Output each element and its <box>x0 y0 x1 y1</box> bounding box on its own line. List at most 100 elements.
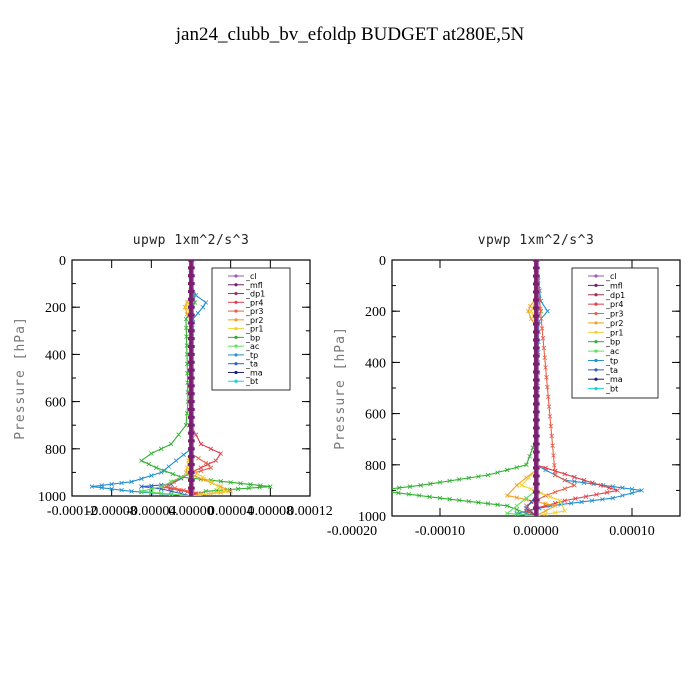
series-marker <box>485 472 491 478</box>
series-marker <box>629 490 635 496</box>
series-marker <box>620 485 625 491</box>
series-marker <box>188 329 194 333</box>
series-marker <box>543 508 548 514</box>
series-marker <box>184 411 190 416</box>
x-tick-label: -0.00004 <box>126 504 176 519</box>
y-tick-label: 1000 <box>38 490 66 505</box>
series-marker <box>170 471 176 477</box>
legend-label: _ma <box>605 375 623 384</box>
series-marker <box>533 482 539 486</box>
legend-label: _bp <box>245 333 260 342</box>
series-marker <box>99 485 105 491</box>
panel-vpwp: vpwp 1xm^2/s^3 Pressure [hPa] 0 200 400 600 80… <box>327 233 681 539</box>
legend-label: _bp <box>605 338 620 347</box>
series-marker <box>129 479 134 485</box>
y-axis-label: Pressure [hPa] <box>333 326 348 450</box>
series-marker <box>188 305 194 309</box>
series-marker <box>173 458 179 463</box>
series-marker <box>447 496 452 502</box>
legend-label: _tp <box>605 356 618 365</box>
series-marker <box>545 394 551 400</box>
series-marker <box>533 354 539 358</box>
series-marker <box>188 321 194 325</box>
series-marker <box>215 484 221 489</box>
series-marker <box>514 482 520 488</box>
plot-area <box>386 260 644 516</box>
x-tick-label: -0.00012 <box>47 504 97 519</box>
series-marker <box>158 484 164 489</box>
series-marker <box>562 508 568 514</box>
series-marker <box>268 484 273 489</box>
series-marker <box>188 470 194 474</box>
series-marker <box>557 498 563 503</box>
legend-marker <box>594 302 598 306</box>
series-marker <box>606 485 612 491</box>
series-marker <box>238 481 243 486</box>
series-marker <box>543 365 548 370</box>
series-marker <box>562 471 568 477</box>
series-marker <box>396 485 402 491</box>
x-tick-label: 0.00004 <box>208 504 254 519</box>
series-marker <box>188 313 194 317</box>
series-marker <box>533 290 539 294</box>
series-marker <box>533 506 539 510</box>
series-marker <box>527 303 533 309</box>
series-marker <box>543 501 548 506</box>
legend-label: _cl <box>245 272 257 281</box>
series-marker <box>188 260 194 262</box>
series-marker <box>639 488 644 493</box>
series-marker <box>543 512 548 516</box>
series-marker <box>188 376 194 380</box>
legend-label: _ta <box>245 360 258 369</box>
series-marker <box>620 493 625 498</box>
series-line-ac <box>505 260 537 516</box>
series-marker <box>527 453 532 459</box>
series-marker <box>188 400 194 404</box>
series-marker <box>184 465 190 470</box>
x-tick-label: 0.00010 <box>609 524 655 539</box>
series-marker <box>178 474 184 480</box>
series-marker <box>514 507 520 512</box>
series-marker <box>437 480 443 485</box>
series-marker <box>533 466 539 470</box>
series-marker <box>545 308 550 314</box>
series-marker <box>183 422 189 428</box>
series-marker <box>545 384 550 390</box>
series-marker <box>149 473 154 478</box>
series-marker <box>188 368 194 372</box>
series-marker <box>476 500 481 505</box>
series-marker <box>178 492 184 496</box>
series-marker <box>495 502 500 507</box>
series-marker <box>208 446 214 452</box>
series-marker <box>572 482 577 488</box>
series-marker <box>514 495 520 500</box>
legend-label: _pr4 <box>245 298 263 307</box>
series-marker <box>533 314 539 318</box>
series-marker <box>109 486 114 492</box>
series-marker <box>197 492 202 496</box>
series-marker <box>188 392 194 396</box>
series-marker <box>456 497 462 503</box>
series-marker <box>200 474 206 480</box>
series-marker <box>386 487 390 491</box>
series-marker <box>188 266 194 270</box>
legend-label: _ma <box>245 368 263 377</box>
series-marker <box>447 478 452 484</box>
series-marker <box>547 414 553 419</box>
series-marker <box>549 433 554 439</box>
legend: _cl_mfl_dp1_pr4_pr3_pr2_pr1_bp_ac_tp_ta_… <box>211 267 291 391</box>
series-marker <box>195 310 201 316</box>
series-marker <box>548 494 553 500</box>
series-marker <box>149 490 154 496</box>
series-marker <box>562 498 568 503</box>
legend: _cl_mfl_dp1_pr4_pr3_pr2_pr1_bp_ac_tp_ta_… <box>571 267 659 399</box>
series-marker <box>533 274 539 278</box>
x-tick-label: -0.00010 <box>415 524 465 539</box>
series-marker <box>149 486 154 492</box>
series-marker <box>188 447 194 451</box>
panel-title: upwp 1xm^2/s^3 <box>133 233 250 248</box>
series-marker <box>562 486 568 491</box>
y-tick-label: 800 <box>365 459 386 474</box>
series-marker <box>533 260 539 262</box>
series-marker <box>504 493 510 498</box>
